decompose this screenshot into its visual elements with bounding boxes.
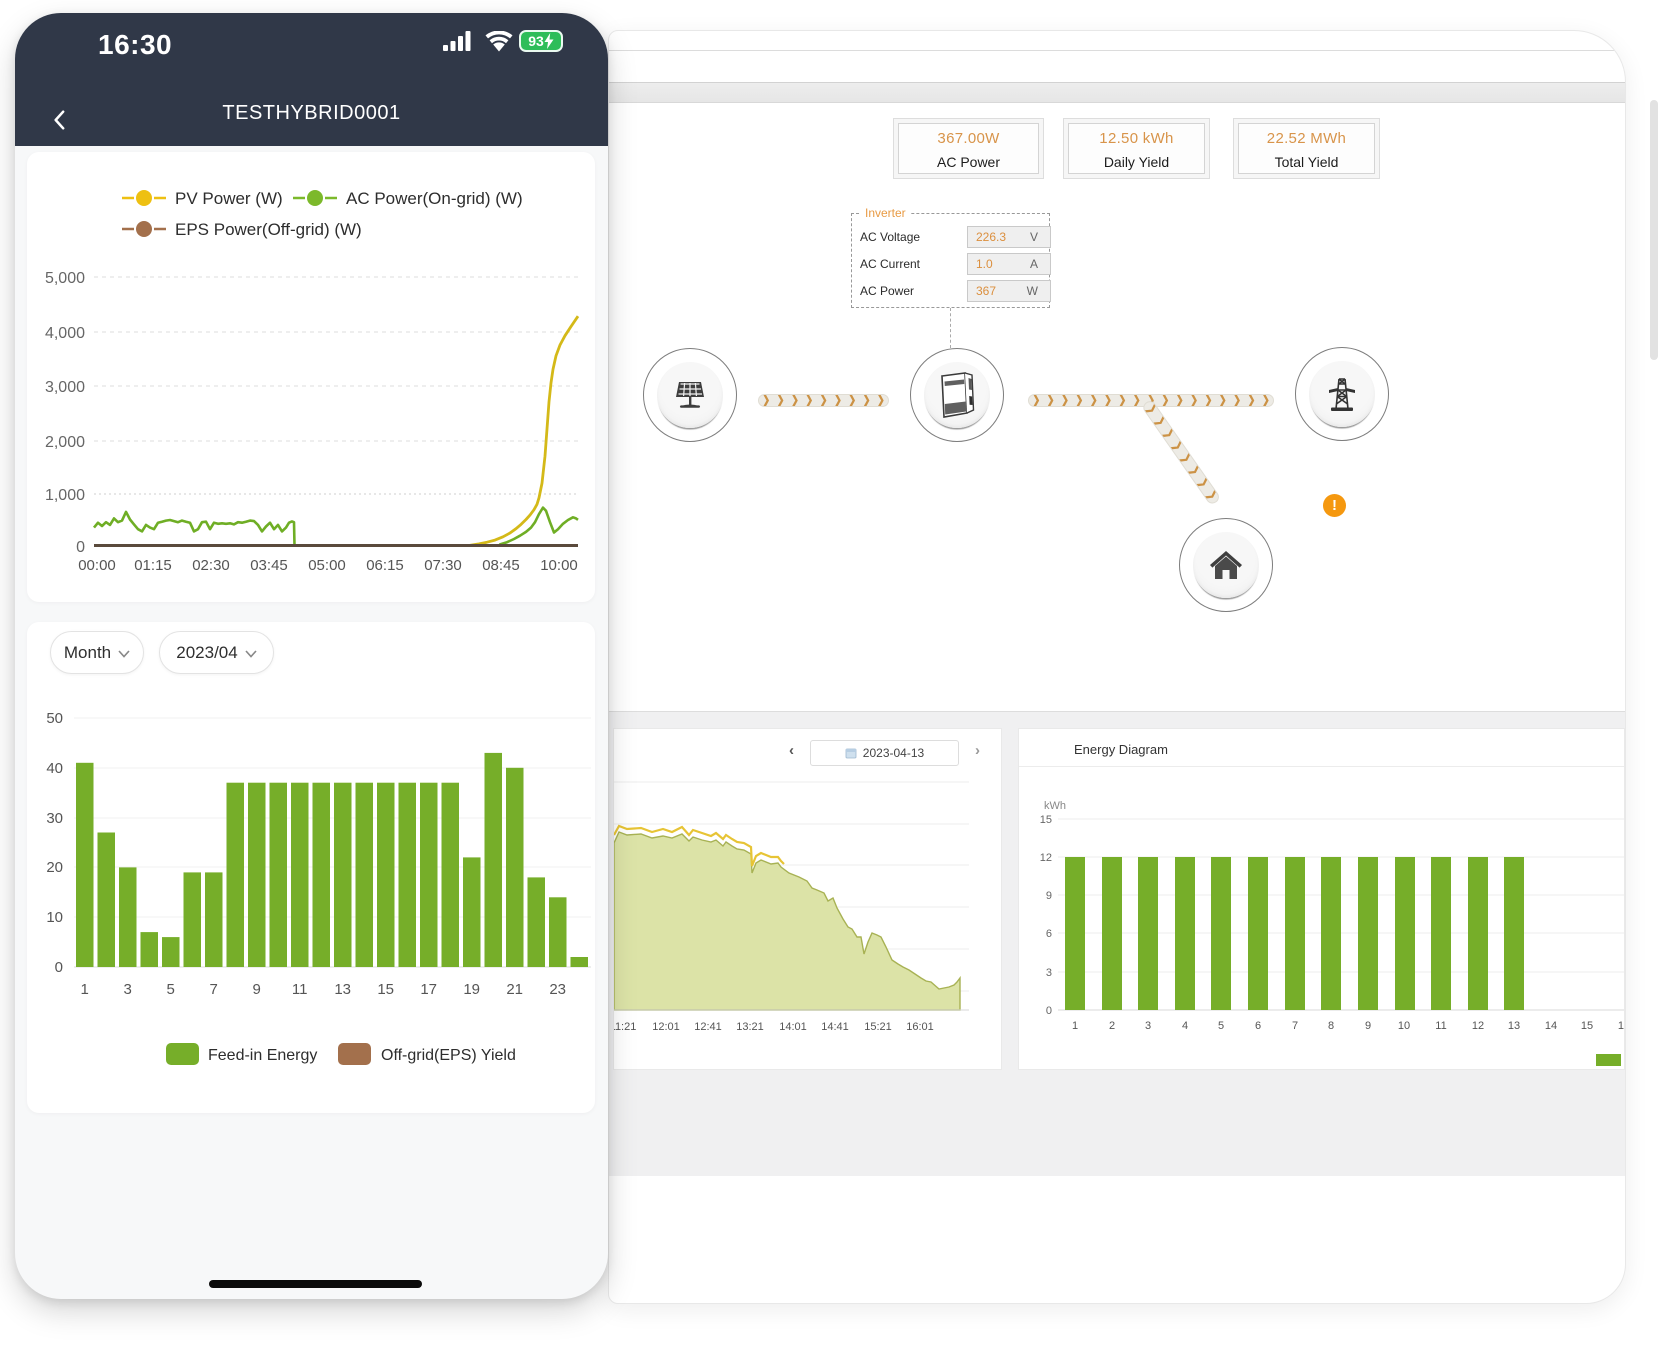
svg-text:AC Power(On-grid) (W): AC Power(On-grid) (W) (346, 189, 523, 208)
svg-text:10:00: 10:00 (540, 557, 578, 574)
svg-text:11: 11 (1435, 1020, 1446, 1032)
svg-text:05:00: 05:00 (308, 557, 346, 574)
svg-text:15: 15 (377, 981, 394, 998)
svg-text:12:41: 12:41 (694, 1021, 722, 1033)
svg-text:2: 2 (1109, 1020, 1115, 1032)
svg-text:50: 50 (46, 710, 63, 727)
svg-text:15: 15 (1581, 1020, 1593, 1032)
svg-text:9: 9 (1046, 890, 1052, 902)
svg-text:6: 6 (1255, 1020, 1261, 1032)
svg-text:3,000: 3,000 (45, 379, 85, 396)
svg-text:5: 5 (167, 981, 175, 998)
svg-text:Off-grid(EPS) Yield: Off-grid(EPS) Yield (381, 1047, 516, 1064)
svg-text:13: 13 (1508, 1020, 1520, 1032)
svg-text:0: 0 (55, 959, 63, 976)
svg-text:00:00: 00:00 (78, 557, 116, 574)
svg-text:15:21: 15:21 (864, 1021, 892, 1033)
svg-text:20: 20 (46, 859, 63, 876)
svg-text:06:15: 06:15 (366, 557, 404, 574)
svg-text:17: 17 (420, 981, 437, 998)
svg-text:07:30: 07:30 (424, 557, 462, 574)
svg-text:1: 1 (1072, 1020, 1078, 1032)
svg-text:7: 7 (210, 981, 218, 998)
svg-text:1: 1 (81, 981, 89, 998)
svg-text:12: 12 (1472, 1020, 1484, 1032)
svg-text:8: 8 (1328, 1020, 1334, 1032)
svg-text:3: 3 (1046, 967, 1052, 979)
svg-text:11: 11 (292, 981, 308, 998)
svg-text:14:41: 14:41 (821, 1021, 849, 1033)
svg-text:5: 5 (1218, 1020, 1224, 1032)
svg-text:16: 16 (1618, 1020, 1625, 1032)
svg-text:19: 19 (463, 981, 480, 998)
svg-text:0: 0 (76, 539, 85, 556)
svg-text:10: 10 (46, 909, 63, 926)
svg-text:4: 4 (1182, 1020, 1188, 1032)
svg-text:3: 3 (1145, 1020, 1151, 1032)
svg-text:7: 7 (1292, 1020, 1298, 1032)
svg-text:9: 9 (253, 981, 261, 998)
svg-text:11:21: 11:21 (614, 1021, 636, 1033)
svg-text:40: 40 (46, 760, 63, 777)
svg-text:12: 12 (1040, 852, 1052, 864)
svg-text:Feed-in Energy: Feed-in Energy (208, 1047, 317, 1064)
svg-text:30: 30 (46, 810, 63, 827)
svg-text:21: 21 (506, 981, 523, 998)
svg-text:08:45: 08:45 (482, 557, 520, 574)
svg-text:15: 15 (1040, 814, 1052, 826)
svg-text:PV Power (W): PV Power (W) (175, 189, 283, 208)
svg-text:14:01: 14:01 (779, 1021, 807, 1033)
svg-text:23: 23 (549, 981, 566, 998)
svg-text:16:01: 16:01 (906, 1021, 934, 1033)
svg-text:10: 10 (1398, 1020, 1410, 1032)
svg-text:4,000: 4,000 (45, 325, 85, 342)
svg-text:03:45: 03:45 (250, 557, 288, 574)
svg-text:5,000: 5,000 (45, 270, 85, 287)
svg-text:kWh: kWh (1044, 800, 1066, 812)
svg-text:9: 9 (1365, 1020, 1371, 1032)
svg-text:0: 0 (1046, 1005, 1052, 1017)
svg-text:EPS Power(Off-grid) (W): EPS Power(Off-grid) (W) (175, 220, 362, 239)
svg-text:02:30: 02:30 (192, 557, 230, 574)
svg-text:1,000: 1,000 (45, 487, 85, 504)
svg-text:14: 14 (1545, 1020, 1557, 1032)
svg-text:3: 3 (124, 981, 132, 998)
svg-text:01:15: 01:15 (134, 557, 172, 574)
svg-text:6: 6 (1046, 928, 1052, 940)
svg-text:12:01: 12:01 (652, 1021, 680, 1033)
svg-text:13:21: 13:21 (736, 1021, 764, 1033)
svg-text:2,000: 2,000 (45, 434, 85, 451)
svg-text:13: 13 (334, 981, 351, 998)
